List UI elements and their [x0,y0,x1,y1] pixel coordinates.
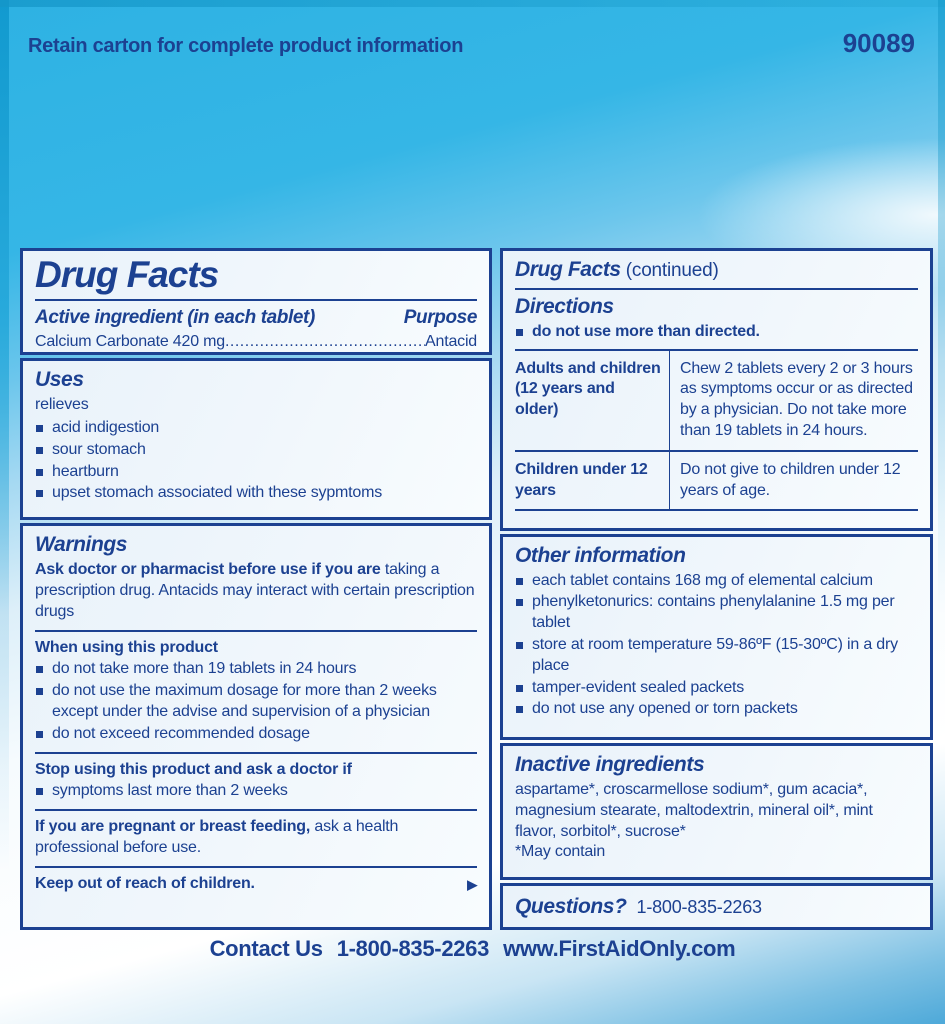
carton-right-edge [938,0,945,1024]
table-row: Adults and children (12 years and older)… [515,350,918,452]
carton-left-edge [0,0,9,1024]
table-row: Children under 12 years Do not give to c… [515,451,918,510]
ingredient-name: Calcium Carbonate 420 mg [35,332,225,350]
carton-top-bar: Retain carton for complete product infor… [28,28,915,59]
when-using-bullet: do not use the maximum dosage for more t… [35,681,477,723]
contact-bar: Contact Us 1-800-835-2263 www.FirstAidOn… [0,936,945,962]
ask-doctor-paragraph: Ask doctor or pharmacist before use if y… [35,560,477,622]
questions-row: Questions? 1-800-835-2263 [515,893,918,920]
dosage-audience: Children under 12 years [515,451,670,510]
pregnant-paragraph: If you are pregnant or breast feeding, a… [35,817,477,859]
keep-out-pointer-icon: ▶ [467,876,477,892]
keep-out-row: Keep out of reach of children. ▶ [35,874,477,895]
dosage-table: Adults and children (12 years and older)… [515,348,918,512]
pregnant-rest: ask a health professional before use. [35,818,399,856]
dosage-audience: Adults and children (12 years and older) [515,350,670,450]
warnings-heading: Warnings [35,533,128,556]
contact-us-label: Contact Us [209,936,323,961]
continued-suffix: (continued) [620,260,719,281]
questions-heading: Questions? [515,894,627,918]
drug-facts-panel: Drug Facts Active ingredient (in each ta… [20,248,933,930]
when-using-heading: When using this product [35,638,218,656]
stop-using-bullet: symptoms last more than 2 weeks [35,781,477,802]
product-code: 90089 [842,28,915,58]
warnings-box: Warnings Ask doctor or pharmacist before… [20,523,492,930]
drug-facts-right-column: Drug Facts (continued) Directions do not… [500,248,933,930]
pregnant-lead: If you are pregnant or breast feeding, [35,818,311,836]
other-info-bullet: do not use any opened or torn packets [515,699,918,720]
when-using-bullet: do not exceed recommended dosage [35,724,477,745]
ask-doctor-lead: Ask doctor or pharmacist before use if y… [35,561,381,579]
keep-out-text: Keep out of reach of children. [35,874,255,892]
inactive-ingredients-list: aspartame*, croscarmellose sodium*, gum … [515,780,873,840]
ask-doctor-rest: taking a prescription drug. Antacids may… [35,561,475,620]
directions-heading: Directions [515,294,614,318]
uses-intro: relieves [35,396,89,414]
section-divider [35,298,477,301]
when-using-bullet: do not take more than 19 tablets in 24 h… [35,659,477,680]
drug-facts-title: Drug Facts [35,254,219,295]
drug-facts-header-box: Drug Facts Active ingredient (in each ta… [20,248,492,355]
retain-carton-note: Retain carton for complete product infor… [28,35,464,57]
uses-bullet: acid indigestion [35,418,477,439]
section-divider [35,865,477,868]
questions-box: Questions? 1-800-835-2263 [500,882,933,930]
directions-note: do not use more than directed. [515,322,918,343]
other-info-bullet: store at room temperature 59-86ºF (15-30… [515,635,918,677]
uses-heading: Uses [35,368,84,391]
section-divider [35,629,477,632]
section-divider [515,287,918,290]
section-divider [35,751,477,754]
drug-facts-left-column: Drug Facts Active ingredient (in each ta… [20,248,492,930]
drug-facts-continued-title: Drug Facts (continued) [515,256,918,284]
ingredient-purpose: Antacid [425,332,477,350]
uses-bullet: upset stomach associated with these sypm… [35,483,477,504]
directions-box: Drug Facts (continued) Directions do not… [500,248,933,531]
may-contain-footnote: *May contain [515,843,606,861]
inactive-ingredients-box: Inactive ingredients aspartame*, croscar… [500,742,933,880]
dosage-instruction: Do not give to children under 12 years o… [680,460,901,499]
other-info-bullet: phenylketonurics: contains phenylalanine… [515,592,918,634]
uses-bullet: heartburn [35,462,477,483]
other-info-bullet: tamper-evident sealed packets [515,678,918,699]
other-info-bullet: each tablet contains 168 mg of elemental… [515,571,918,592]
drug-facts-continued-label: Drug Facts [515,258,621,281]
stop-using-heading: Stop using this product and ask a doctor… [35,760,352,778]
carton-top-edge [0,0,945,7]
uses-box: Uses relieves acid indigestion sour stom… [20,358,492,520]
other-information-box: Other information each tablet contains 1… [500,533,933,740]
other-information-heading: Other information [515,543,686,567]
purpose-heading: Purpose [403,306,478,328]
inactive-ingredients-heading: Inactive ingredients [515,752,705,776]
contact-phone: 1-800-835-2263 [336,936,490,961]
active-ingredient-heading: Active ingredient (in each tablet) [35,306,315,328]
dosage-instruction: Chew 2 tablets every 2 or 3 hours as sym… [680,359,913,440]
active-ingredient-header: Active ingredient (in each tablet) Purpo… [35,306,477,331]
questions-phone: 1-800-835-2263 [636,896,763,917]
active-ingredient-row: Calcium Carbonate 420 mg ...............… [35,332,477,353]
uses-bullet: sour stomach [35,440,477,461]
contact-website: www.FirstAidOnly.com [503,936,736,961]
leader-dots: ........................................… [224,332,425,350]
section-divider [35,809,477,812]
